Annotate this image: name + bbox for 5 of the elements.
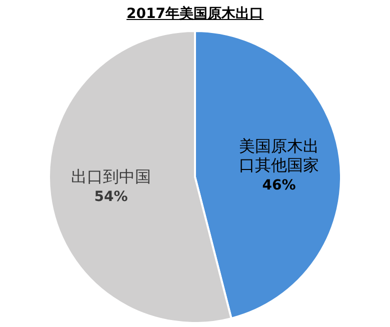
data-label: 46% — [262, 177, 296, 194]
chart-title: 2017年美国原木出口 — [126, 5, 264, 23]
slice-label: 出口到中国 — [70, 167, 151, 186]
data-label: 54% — [94, 188, 128, 205]
slice-label: 美国原木出口其他国家 — [239, 136, 320, 175]
